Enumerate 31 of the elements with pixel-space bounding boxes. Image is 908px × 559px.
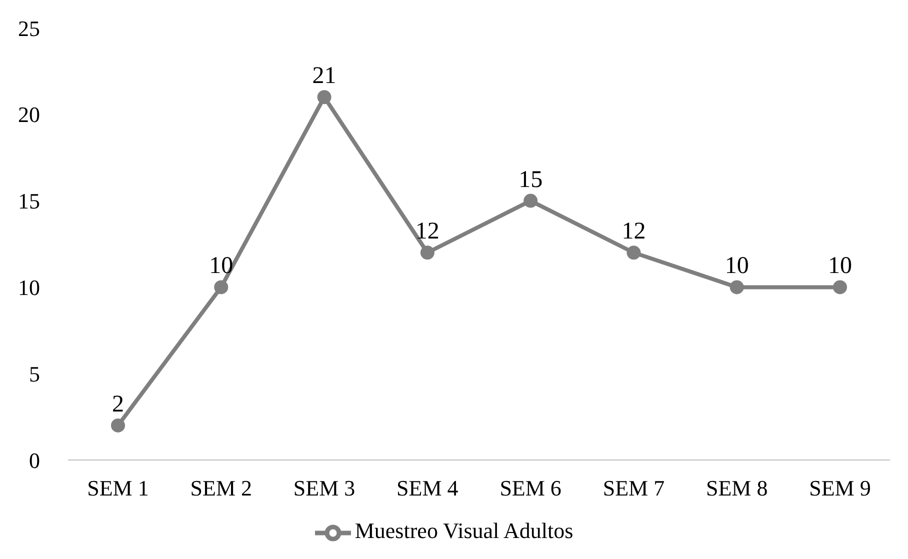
x-tick-label: SEM 1 [87,476,149,501]
point [833,280,847,294]
data-label: 15 [518,166,543,193]
data-label: 21 [312,63,336,90]
data-label: 10 [828,253,852,280]
y-tick-label: 10 [18,275,40,300]
point [317,90,332,104]
x-tick-label: SEM 6 [500,476,562,501]
x-tick-label: SEM 7 [602,476,665,501]
data-label: 2 [112,391,124,418]
data-label: 10 [724,253,749,280]
x-tick-label: SEM 3 [293,476,356,501]
data-label: 12 [622,218,646,245]
y-tick-label: 25 [18,16,40,41]
data-label: 10 [209,253,234,280]
data-label: 12 [415,218,440,245]
point [111,418,125,432]
x-tick-label: SEM 2 [190,476,252,501]
y-tick-label: 20 [18,102,40,128]
legend-label: Muestreo Visual Adultos [354,518,574,544]
x-tick-label: SEM 8 [706,476,768,501]
point [626,246,641,260]
point [214,280,228,294]
point [420,246,434,260]
y-tick-label: 0 [29,448,40,473]
x-tick-label: SEM 9 [809,476,871,501]
y-tick-label: 5 [29,361,40,386]
x-tick-label: SEM 4 [396,476,458,501]
y-tick-label: 15 [18,188,40,214]
point [524,194,538,208]
point [730,280,744,294]
